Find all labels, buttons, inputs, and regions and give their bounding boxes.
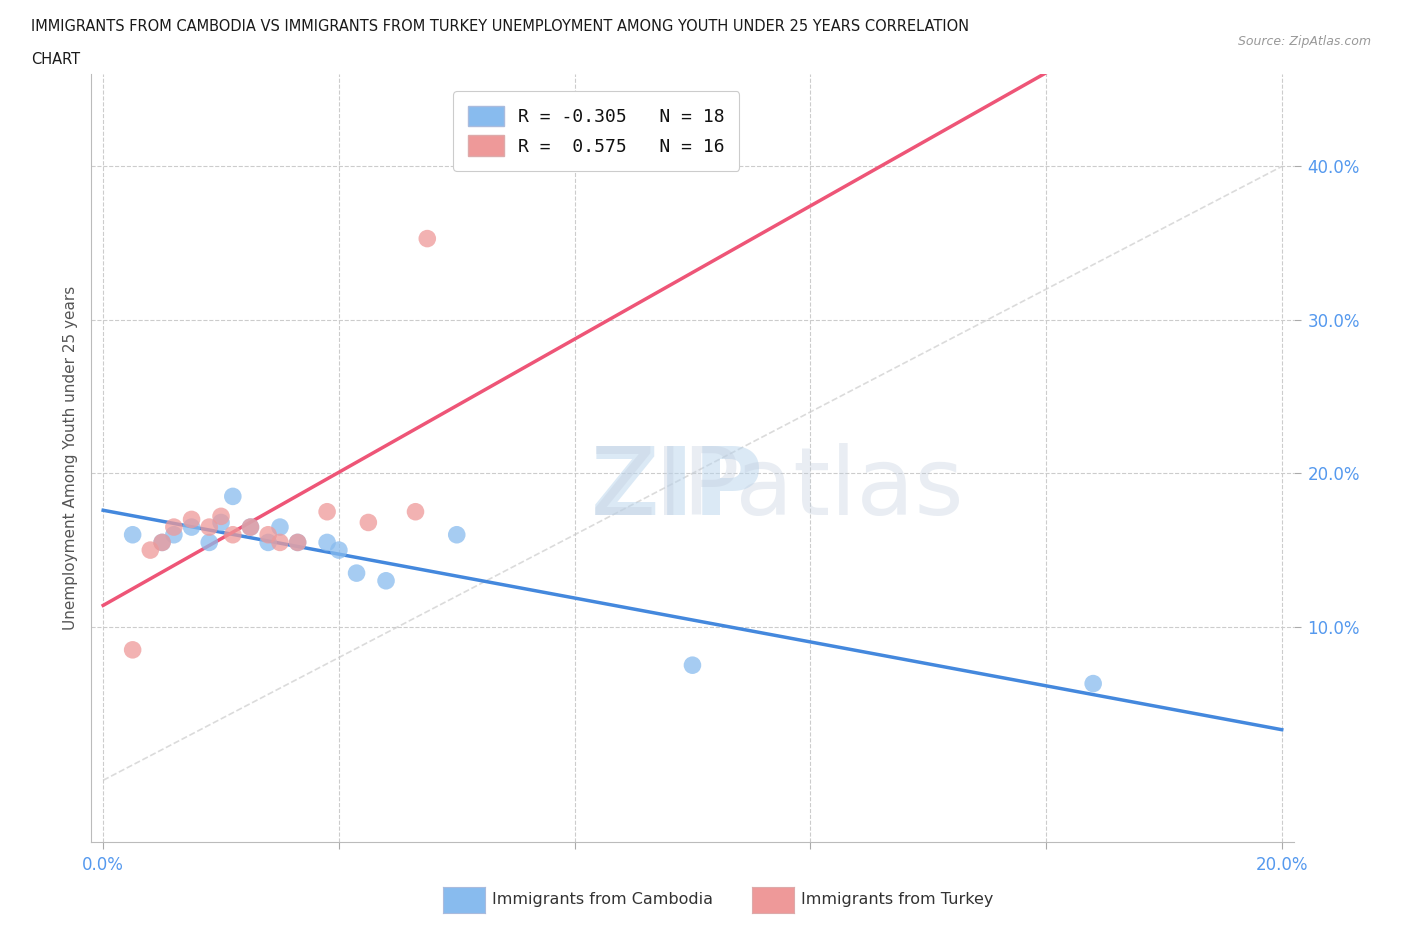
Text: Source: ZipAtlas.com: Source: ZipAtlas.com [1237,35,1371,48]
Point [180,520,202,535]
Point [357,515,380,530]
Point [198,535,221,550]
Point [257,527,280,542]
Point [121,527,143,542]
Point [222,489,245,504]
Y-axis label: Unemployment Among Youth under 25 years: Unemployment Among Youth under 25 years [62,286,77,631]
Point [328,543,350,558]
Point [150,535,173,550]
Point [121,643,143,658]
Point [287,535,309,550]
Point [405,504,427,519]
Text: ZIP: ZIP [591,443,763,535]
Point [269,520,291,535]
Point [257,535,280,550]
Point [139,543,162,558]
Point [316,535,339,550]
Text: Immigrants from Cambodia: Immigrants from Cambodia [492,892,713,907]
Point [416,232,439,246]
Text: CHART: CHART [31,52,80,67]
Point [163,527,186,542]
Point [316,504,339,519]
Text: IMMIGRANTS FROM CAMBODIA VS IMMIGRANTS FROM TURKEY UNEMPLOYMENT AMONG YOUTH UNDE: IMMIGRANTS FROM CAMBODIA VS IMMIGRANTS F… [31,19,969,33]
Point [1083,676,1105,691]
Point [239,520,262,535]
Text: Immigrants from Turkey: Immigrants from Turkey [801,892,994,907]
Legend: R = -0.305   N = 18, R =  0.575   N = 16: R = -0.305 N = 18, R = 0.575 N = 16 [453,91,740,171]
Point [269,535,291,550]
Text: ZIPatlas: ZIPatlas [591,443,965,535]
Point [681,658,703,672]
Point [209,515,232,530]
Point [150,535,173,550]
Point [346,565,368,580]
Point [375,573,398,589]
Point [222,527,245,542]
Point [209,509,232,524]
Point [163,520,186,535]
Point [446,527,468,542]
Point [287,535,309,550]
Point [239,520,262,535]
Point [180,512,202,526]
Point [198,520,221,535]
